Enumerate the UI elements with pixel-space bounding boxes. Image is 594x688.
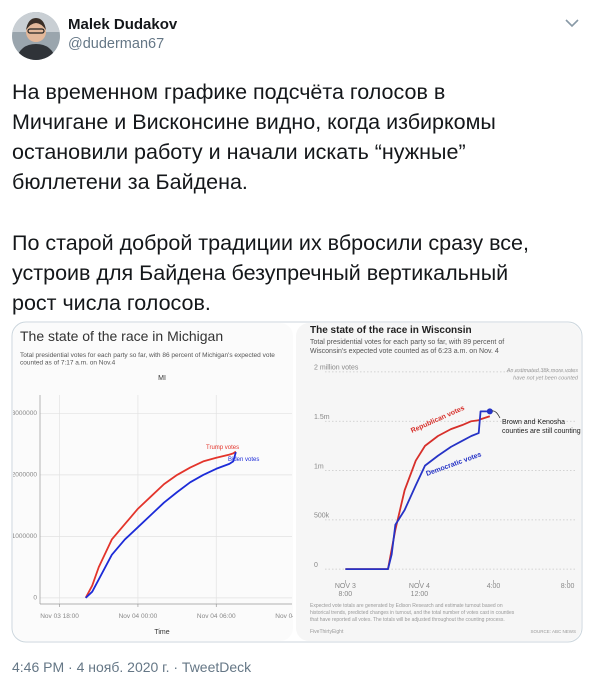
tweet-text: На временном графике подсчёта голосов в М… <box>12 80 529 315</box>
y-tick-label: 0 <box>33 595 37 602</box>
y-tick-label: 1m <box>314 463 324 470</box>
y-tick-label: 1000000 <box>12 533 38 540</box>
annotation: have not yet been counted <box>513 376 579 382</box>
annotation-arrow <box>491 410 501 419</box>
image-michigan[interactable]: The state of the race in Michigan Total p… <box>12 323 315 641</box>
tweet-line: На временном графике подсчёта голосов в <box>12 80 445 104</box>
y-tick-label: 2 million votes <box>314 365 359 372</box>
series-line <box>84 450 237 599</box>
tweet-line: остановили работу и начали искать “нужны… <box>12 140 466 164</box>
y-tick-label: 0 <box>314 562 318 569</box>
tweet-line: По старой доброй традиции их вбросили ср… <box>12 231 529 255</box>
x-tick-label: 4:00 <box>487 583 501 590</box>
y-tick-label: 2000000 <box>12 472 38 479</box>
x-tick-label: Nov 03 18:00 <box>40 613 79 620</box>
chart-subtitle: Total presidential votes for each party … <box>310 339 504 346</box>
annotation: Brown and Kenosha <box>502 419 565 426</box>
chart-subtitle: Wisconsin's expected vote counted as of … <box>310 348 499 355</box>
end-marker <box>486 408 493 415</box>
tweet-line: Мичигане и Висконсине видно, когда избир… <box>12 110 496 134</box>
x-tick-label: NOV 3 8:00 <box>335 583 356 598</box>
chart-subtitle: Total presidential votes for each party … <box>20 352 275 359</box>
author-handle[interactable]: @duderman67 <box>68 36 164 52</box>
timestamp[interactable]: 4:46 PM · 4 нояб. 2020 г. · TweetDeck <box>12 659 252 675</box>
series-line <box>85 451 237 599</box>
annotation: counties are still counting. <box>502 428 583 435</box>
chart-title: The state of the race in Wisconsin <box>310 325 472 336</box>
author-name[interactable]: Malek Dudakov <box>68 16 178 33</box>
y-tick-label: 500k <box>314 513 330 520</box>
image-wisconsin[interactable]: The state of the race in Wisconsin Total … <box>296 323 583 641</box>
plot-title: MI <box>158 375 166 382</box>
series-label: Trump votes <box>206 445 239 451</box>
tweet-line: рост числа голосов. <box>12 291 211 315</box>
chart-title: The state of the race in Michigan <box>20 328 223 344</box>
x-tick-label: Nov 04 12:00 <box>275 613 314 620</box>
x-tick-label: Nov 04 00:00 <box>119 613 158 620</box>
series-line <box>345 410 490 571</box>
x-tick-label: 8:00 <box>561 583 575 590</box>
x-tick-label: Nov 04 06:00 <box>197 613 236 620</box>
tweet-line: устроив для Байдена безупречный вертикал… <box>12 261 508 285</box>
chart-credit: FiveThirtyEight <box>310 629 344 635</box>
chart-note: Expected vote totals are generated by Ed… <box>310 603 503 609</box>
avatar[interactable] <box>12 12 60 60</box>
chart-source: SOURCE: ABC NEWS <box>530 629 576 634</box>
chart-note: historical trends, predicted changes in … <box>310 610 515 616</box>
annotation: An estimated 38k more votes <box>506 368 578 374</box>
x-axis-label: Time <box>154 629 169 636</box>
chart-note: that have reported all votes. The totals… <box>310 617 505 623</box>
y-tick-label: 1.5m <box>314 414 330 421</box>
tweet-line: бюллетени за Байдена. <box>12 170 248 194</box>
y-tick-label: 3000000 <box>12 410 38 417</box>
series-label: Biden votes <box>228 457 259 463</box>
menu-chevron[interactable] <box>565 19 579 28</box>
chart-subtitle: counted as of 7:17 a.m. on Nov.4 <box>20 360 116 367</box>
x-tick-label: NOV 4 12:00 <box>409 583 430 598</box>
